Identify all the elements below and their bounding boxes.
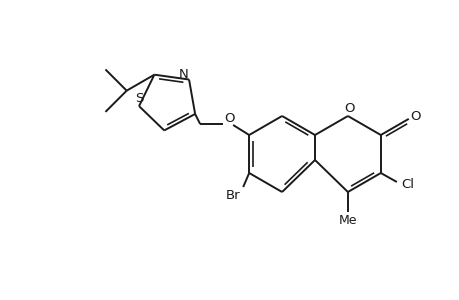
Text: S: S <box>134 92 143 105</box>
Text: O: O <box>344 101 354 115</box>
Text: Me: Me <box>338 214 356 227</box>
Text: O: O <box>409 110 420 123</box>
Text: Cl: Cl <box>401 178 414 190</box>
Text: N: N <box>179 68 189 81</box>
Text: O: O <box>224 112 234 124</box>
Text: Br: Br <box>225 189 240 202</box>
